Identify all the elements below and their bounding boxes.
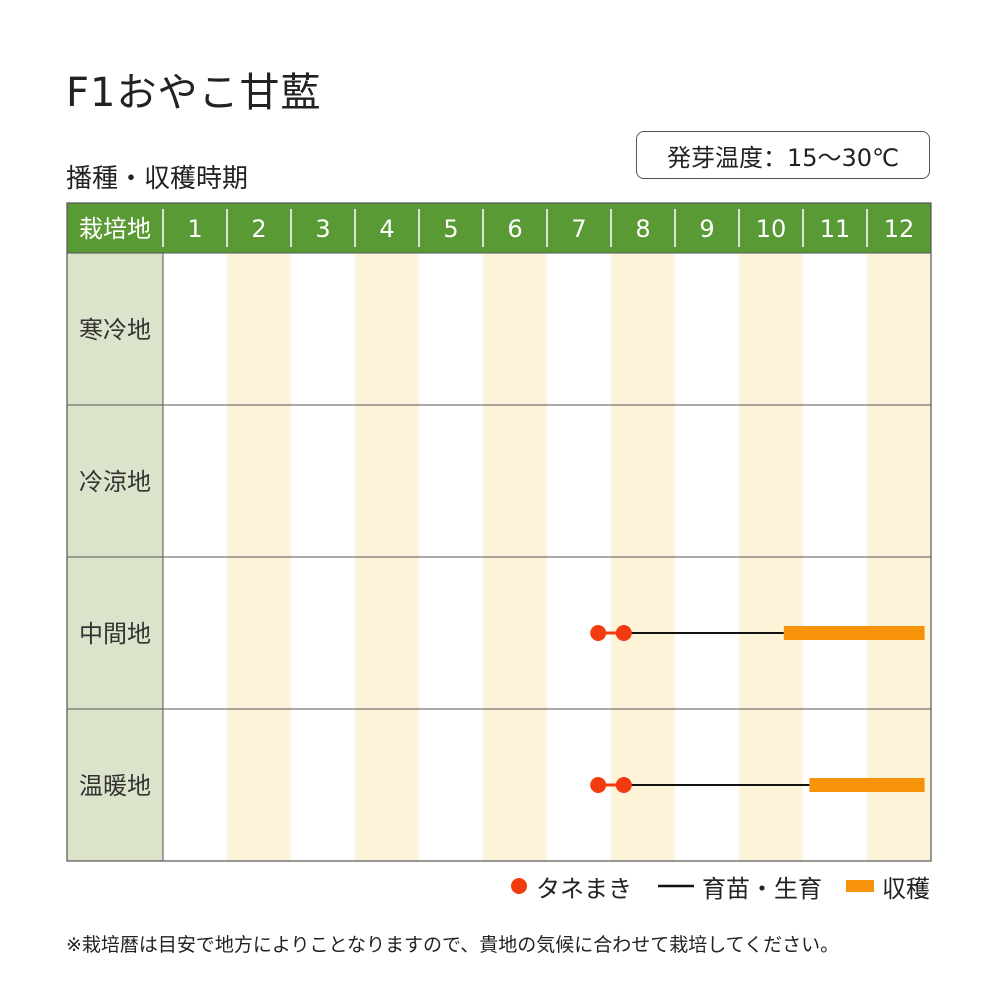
germination-temperature-badge: 発芽温度：15〜30℃ [636, 131, 930, 179]
footnote: ※栽培暦は目安で地方によりことなりますので、貴地の気候に合わせて栽培してください… [66, 934, 840, 956]
region-label: 温暖地 [79, 772, 151, 800]
legend-item-seeding: タネまき [508, 868, 632, 904]
region-label: 冷涼地 [79, 468, 151, 496]
chart-subtitle: 播種・収穫時期 [66, 164, 249, 194]
month-tick-label: 1 [187, 215, 202, 243]
seeding-dot [590, 625, 607, 641]
legend-label-growing: 育苗・生育 [702, 874, 822, 903]
legend: タネまき 育苗・生育 収穫 [508, 868, 933, 904]
seeding-dot [615, 625, 632, 641]
month-tick-label: 11 [820, 215, 851, 243]
legend-item-harvest: 収穫 [844, 868, 930, 904]
region-label: 中間地 [79, 620, 151, 648]
germination-temperature-text: 発芽温度：15〜30℃ [666, 143, 900, 172]
month-tick-label: 8 [635, 215, 650, 243]
harvest-bar-icon [846, 880, 874, 892]
harvest-period-bar [809, 778, 925, 792]
header-background [67, 203, 931, 253]
month-tick-label: 3 [315, 215, 330, 243]
month-tick-label: 5 [443, 215, 458, 243]
seeding-dot [615, 777, 632, 793]
legend-item-growing: 育苗・生育 [656, 868, 822, 904]
legend-label-harvest: 収穫 [882, 874, 930, 903]
month-tick-label: 6 [507, 215, 522, 243]
harvest-period-bar [783, 626, 925, 640]
seeding-dot [590, 777, 607, 793]
month-tick-label: 10 [756, 215, 787, 243]
chart-border [66, 202, 932, 862]
legend-label-seeding: タネまき [536, 874, 632, 903]
month-tick-label: 9 [699, 215, 714, 243]
month-tick-label: 2 [251, 215, 266, 243]
growing-line-icon [658, 884, 694, 888]
month-tick-label: 7 [571, 215, 586, 243]
seeding-dot-icon [511, 878, 527, 894]
page-title: F1おやこ甘藍 [66, 70, 322, 116]
month-tick-label: 4 [379, 215, 394, 243]
month-tick-label: 12 [884, 215, 915, 243]
region-label: 寒冷地 [79, 316, 151, 344]
header-label: 栽培地 [79, 215, 151, 243]
